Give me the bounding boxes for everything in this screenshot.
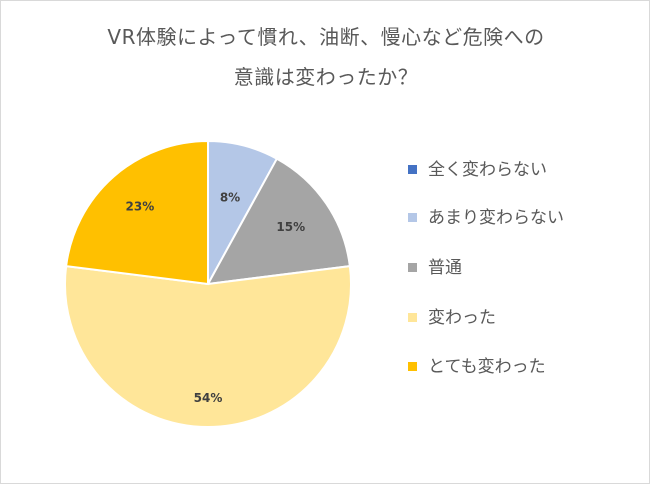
data-label-2: 15%: [276, 220, 305, 234]
data-label-1: 8%: [220, 191, 240, 205]
legend-swatch: [408, 313, 417, 322]
data-label-3: 54%: [194, 391, 223, 405]
pie-slice-2: [206, 157, 351, 286]
chart-title-line-2: 意識は変わったか？: [233, 65, 419, 89]
legend-swatch: [408, 165, 417, 174]
legend-swatch: [408, 263, 417, 272]
legend-label: 変わった: [428, 308, 496, 328]
legend-label: 全く変わらない: [428, 160, 547, 180]
legend-swatch: [408, 362, 417, 371]
legend-label: とても変わった: [428, 357, 546, 377]
pie-slice-3: [64, 264, 352, 428]
legend-label: あまり変わらない: [428, 208, 564, 228]
legend-swatch: [408, 213, 417, 222]
pie-slice-4: [65, 139, 209, 286]
data-label-4: 23%: [126, 199, 155, 213]
legend-label: 普通: [428, 258, 462, 278]
chart-title-line-1: VR体験によって慣れ、油断、慢心など危険への: [107, 25, 545, 49]
